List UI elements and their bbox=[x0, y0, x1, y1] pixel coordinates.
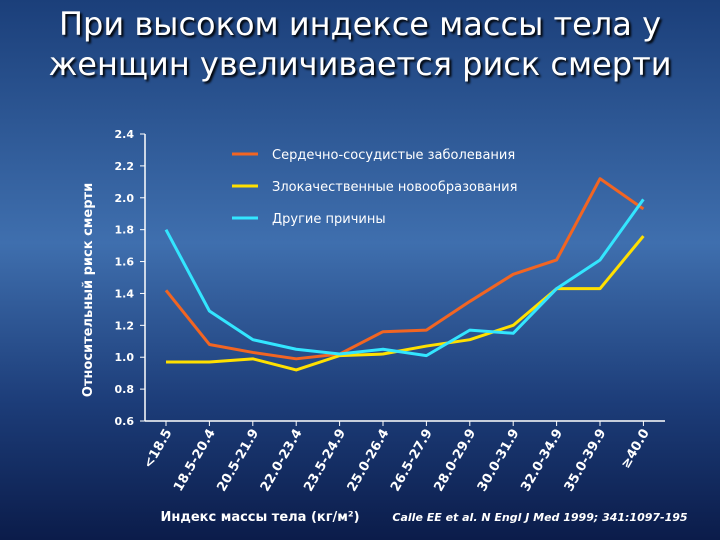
y-tick-label: 0.8 bbox=[115, 383, 135, 396]
series-line bbox=[164, 198, 645, 358]
legend-label: Другие причины bbox=[272, 212, 386, 227]
y-tick-label: 2.2 bbox=[115, 160, 135, 173]
y-axis-label: Относительный риск смерти bbox=[81, 183, 96, 397]
series-line bbox=[164, 177, 645, 361]
y-tick-label: 1.4 bbox=[115, 287, 135, 300]
y-tick-label: 0.6 bbox=[115, 415, 135, 428]
slide-title: При высоком индексе массы тела у женщин … bbox=[48, 5, 672, 83]
series-line bbox=[166, 235, 645, 372]
source: Calle EE et al. N Engl J Med 1999; 341:1… bbox=[392, 511, 688, 524]
x-axis-label: Индекс массы тела (кг/м²) bbox=[160, 510, 359, 525]
y-tick-label: 2.4 bbox=[115, 128, 135, 141]
y-tick-label: 1.8 bbox=[115, 224, 135, 237]
y-tick-label: 2.0 bbox=[115, 192, 135, 205]
y-tick-label: 1.0 bbox=[115, 351, 135, 364]
legend-label: Сердечно-сосудистые заболевания bbox=[272, 148, 515, 163]
legend-label: Злокачественные новообразования bbox=[272, 180, 517, 195]
y-tick-label: 1.6 bbox=[115, 256, 135, 269]
y-tick-label: 1.2 bbox=[115, 319, 135, 332]
